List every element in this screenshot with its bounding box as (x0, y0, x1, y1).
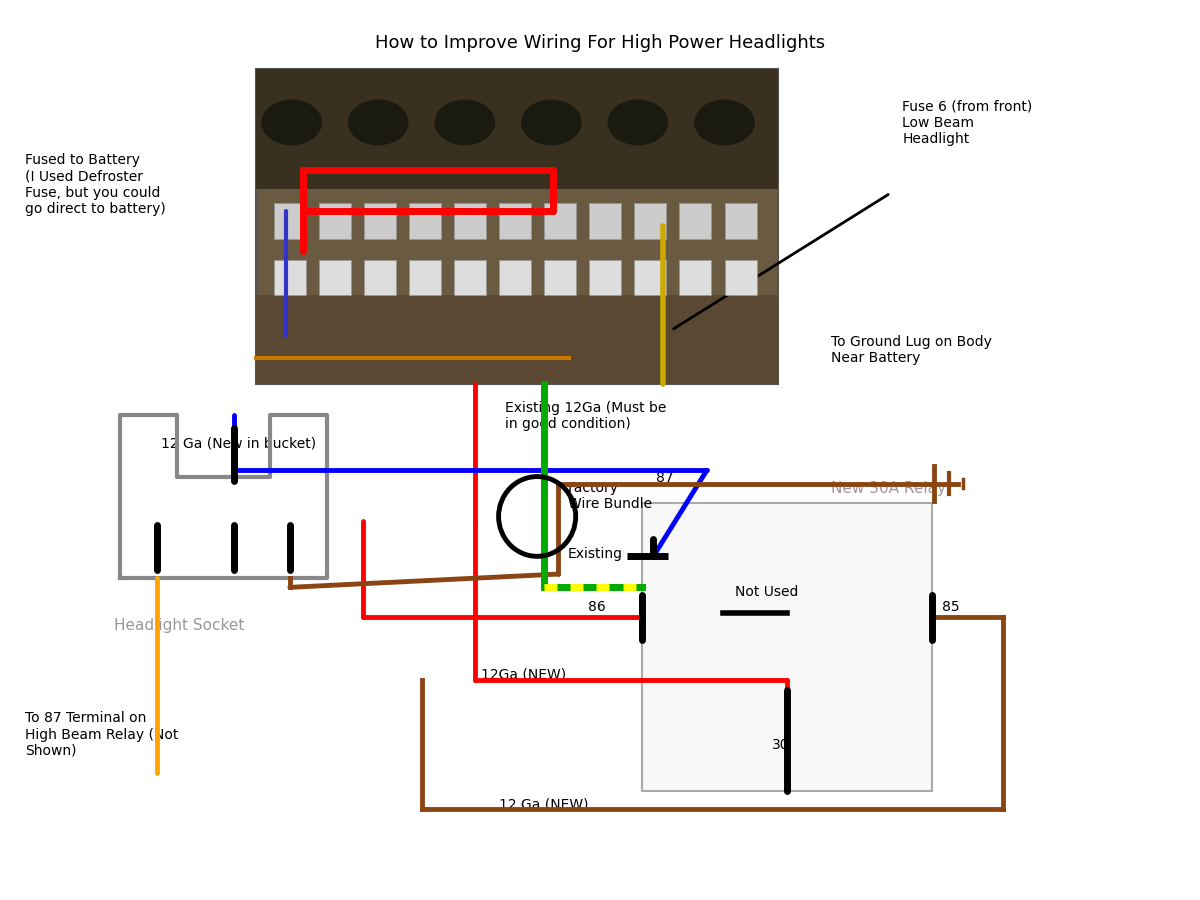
FancyBboxPatch shape (545, 260, 576, 295)
FancyBboxPatch shape (499, 260, 532, 295)
FancyBboxPatch shape (589, 203, 622, 238)
FancyBboxPatch shape (589, 260, 622, 295)
Text: Fused to Battery
(I Used Defroster
Fuse, but you could
go direct to battery): Fused to Battery (I Used Defroster Fuse,… (25, 153, 166, 216)
Text: 85: 85 (942, 599, 959, 614)
FancyBboxPatch shape (409, 260, 442, 295)
Text: 87: 87 (655, 472, 673, 485)
Text: 12Ga (NEW): 12Ga (NEW) (481, 667, 566, 681)
FancyBboxPatch shape (409, 203, 442, 238)
FancyBboxPatch shape (725, 203, 756, 238)
FancyBboxPatch shape (319, 260, 350, 295)
Text: Existing 12Ga (Must be
in good condition): Existing 12Ga (Must be in good condition… (505, 401, 666, 431)
FancyBboxPatch shape (725, 260, 756, 295)
Text: Factory
Wire Bundle: Factory Wire Bundle (568, 481, 652, 511)
FancyBboxPatch shape (679, 260, 712, 295)
FancyBboxPatch shape (319, 203, 350, 238)
Text: How to Improve Wiring For High Power Headlights: How to Improve Wiring For High Power Hea… (374, 33, 826, 51)
Text: New 30A Relay: New 30A Relay (832, 481, 947, 496)
Text: 12 Ga (New in bucket): 12 Ga (New in bucket) (161, 436, 317, 451)
Circle shape (695, 100, 754, 145)
FancyBboxPatch shape (364, 260, 396, 295)
FancyBboxPatch shape (679, 203, 712, 238)
Circle shape (608, 100, 667, 145)
Circle shape (522, 100, 581, 145)
Text: 12 Ga (NEW): 12 Ga (NEW) (499, 797, 589, 812)
FancyBboxPatch shape (256, 69, 778, 188)
FancyBboxPatch shape (454, 203, 486, 238)
Text: To Ground Lug on Body
Near Battery: To Ground Lug on Body Near Battery (832, 335, 992, 365)
Circle shape (348, 100, 408, 145)
Text: Existing: Existing (568, 547, 623, 562)
Text: To 87 Terminal on
High Beam Relay (Not
Shown): To 87 Terminal on High Beam Relay (Not S… (25, 711, 178, 758)
FancyBboxPatch shape (256, 295, 778, 383)
FancyBboxPatch shape (364, 203, 396, 238)
Text: Headlight Socket: Headlight Socket (114, 618, 244, 634)
Text: Not Used: Not Used (734, 585, 798, 599)
FancyBboxPatch shape (274, 203, 306, 238)
Circle shape (262, 100, 322, 145)
FancyBboxPatch shape (642, 503, 932, 791)
FancyBboxPatch shape (635, 203, 666, 238)
FancyBboxPatch shape (635, 260, 666, 295)
FancyBboxPatch shape (499, 203, 532, 238)
FancyBboxPatch shape (545, 203, 576, 238)
FancyBboxPatch shape (256, 69, 778, 383)
Text: 30: 30 (772, 738, 790, 752)
FancyBboxPatch shape (274, 260, 306, 295)
Text: Fuse 6 (from front)
Low Beam
Headlight: Fuse 6 (from front) Low Beam Headlight (902, 100, 1033, 147)
Text: 86: 86 (588, 599, 606, 614)
FancyBboxPatch shape (454, 260, 486, 295)
Circle shape (436, 100, 494, 145)
